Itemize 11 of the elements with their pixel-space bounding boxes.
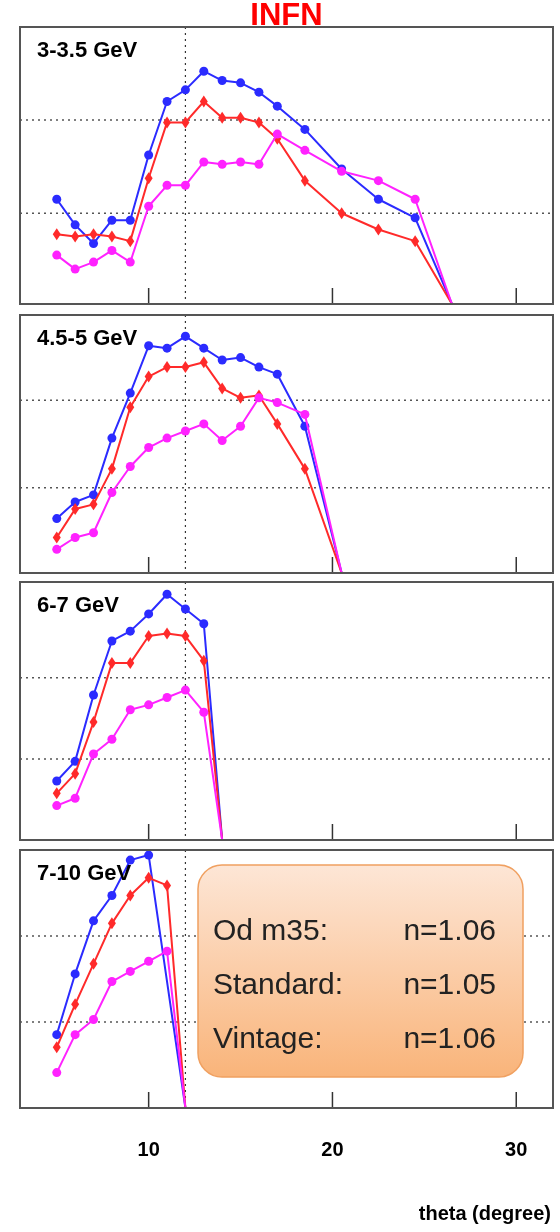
text: Od m35: n=1.06 bbox=[213, 913, 496, 946]
x-tick-label: 10 bbox=[137, 1138, 160, 1160]
text: Standard: n=1.05 bbox=[213, 967, 496, 1000]
x-tick-label: 20 bbox=[321, 1138, 344, 1160]
x-tick-label: 30 bbox=[505, 1138, 528, 1160]
chart-title: INFN bbox=[250, 0, 323, 32]
annotation: 6-7 GeV bbox=[37, 592, 120, 617]
annotation: 4.5-5 GeV bbox=[37, 325, 138, 350]
x-axis-title: theta (degree) bbox=[418, 1202, 551, 1224]
text: Vintage: n=1.06 bbox=[213, 1021, 496, 1054]
text: 3-3.5 GeV bbox=[37, 37, 138, 62]
